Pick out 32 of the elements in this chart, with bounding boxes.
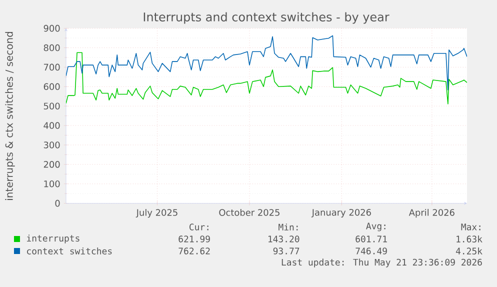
text: Min: bbox=[278, 224, 298, 230]
text: Max: bbox=[461, 224, 480, 230]
text: 621.99 bbox=[178, 236, 210, 242]
y-tick-label: 200 bbox=[44, 161, 60, 168]
text: Avg: bbox=[366, 222, 386, 232]
y-tick-label: 800 bbox=[44, 44, 60, 52]
x-tick-label: July 2025 bbox=[136, 208, 178, 218]
y-tick-label: 600 bbox=[44, 83, 60, 90]
line-series bbox=[66, 52, 468, 104]
y-tick-label: 500 bbox=[44, 102, 60, 110]
text: 4.25k bbox=[456, 248, 482, 254]
y-tick-label: 400 bbox=[44, 122, 60, 129]
text: Cur: bbox=[190, 224, 208, 230]
chart-title: Interrupts and context switches - by year bbox=[144, 12, 390, 24]
x-tick-label: January 2026 bbox=[311, 208, 371, 218]
text: 762.62 bbox=[178, 248, 210, 254]
y-tick-label: 900 bbox=[44, 24, 60, 32]
y-tick-label: 300 bbox=[44, 142, 60, 148]
text: 143.20 bbox=[268, 236, 300, 242]
text: 746.49 bbox=[356, 248, 387, 254]
x-tick-label: April 2026 bbox=[408, 208, 454, 218]
text: 93.77 bbox=[273, 248, 300, 254]
x-tick-label: October 2025 bbox=[219, 208, 280, 216]
text: 601.71 bbox=[356, 236, 387, 242]
legend-label: interrupts bbox=[26, 234, 80, 244]
y-tick-label: 0 bbox=[55, 200, 60, 207]
text: Last update: Thu May 21 23:36:09 2026 bbox=[282, 258, 482, 268]
text: 1.63k bbox=[456, 236, 482, 242]
y-tick-label: 100 bbox=[44, 180, 60, 188]
y-tick-label: 700 bbox=[44, 64, 60, 71]
y-axis-title: interrupts & ctx switches / second bbox=[5, 32, 15, 200]
legend-label: context switches bbox=[27, 248, 112, 254]
